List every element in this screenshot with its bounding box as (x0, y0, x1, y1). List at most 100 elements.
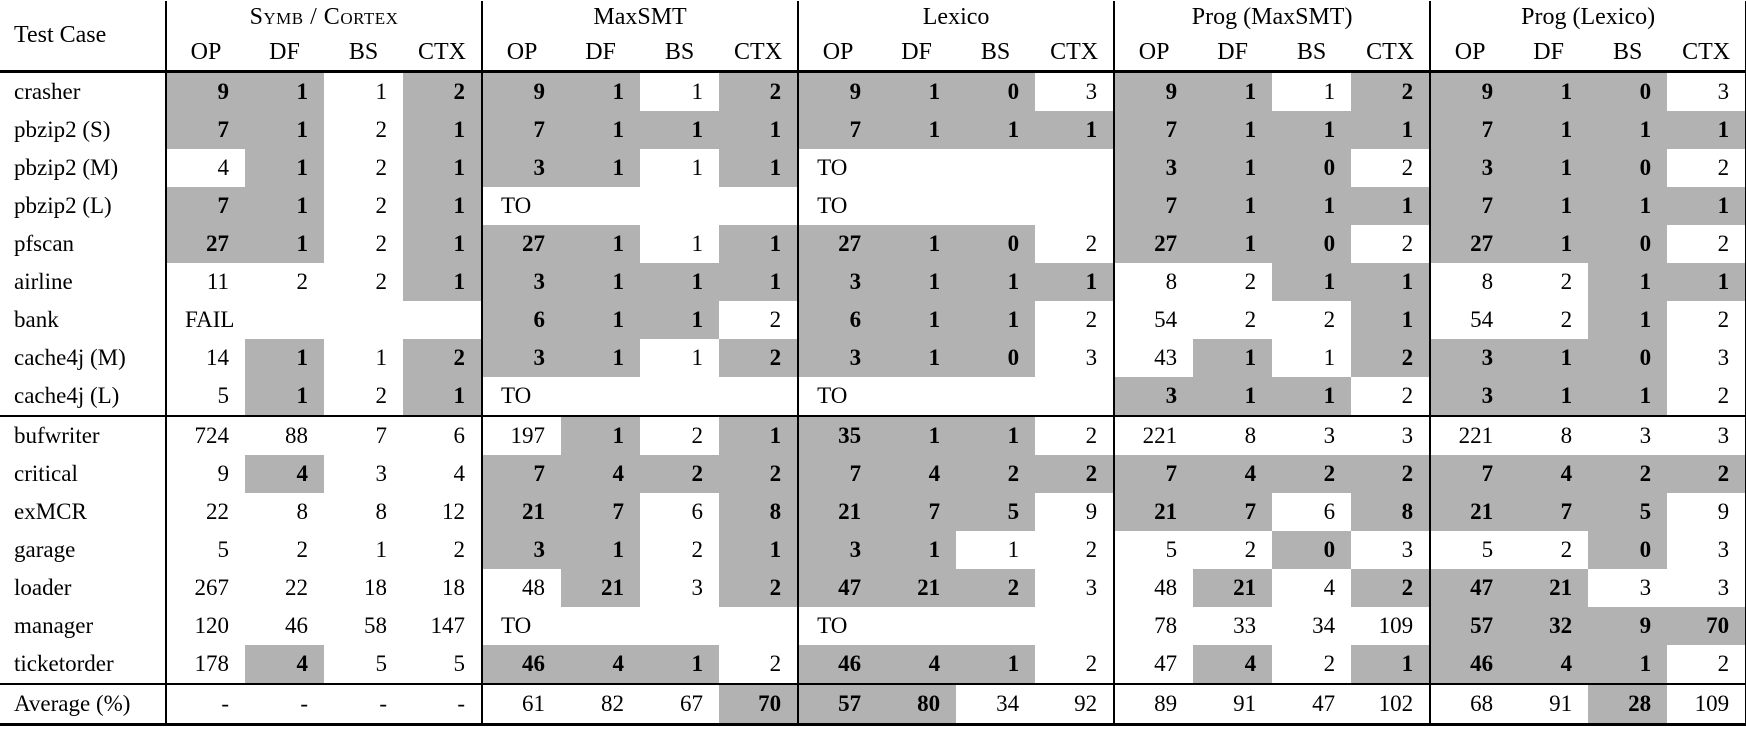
value-cell: 1 (1351, 645, 1431, 684)
table-row-loader: loader 267 22 18 18 48 21 3 2 47 21 2 3 48 21 4 2 47 21 3 3 (0, 569, 1746, 607)
value-cell: 3 (1351, 415, 1431, 455)
value-cell: 9 (1429, 71, 1510, 111)
value-cell: 0 (956, 225, 1036, 263)
value-cell: 1 (719, 263, 799, 301)
table-row-exmcr: exMCR 22 8 8 12 21 7 6 8 21 7 5 9 21 7 6 8 21 7 5 9 (0, 493, 1746, 531)
value-cell: 2 (1244, 307, 1257, 332)
value-cell: 1 (561, 263, 641, 301)
value-cell: 2 (640, 415, 720, 455)
value-cell: 3 (1401, 537, 1414, 562)
group-header-maxsmt: MaxSMT (481, 1, 799, 34)
value-cell: 6 (403, 415, 483, 455)
table-row-average: Average (%) - - - -61 82 67 70 57 80 34 92 89 91 47 102… (0, 683, 1746, 726)
value-cell: 1 (1509, 339, 1589, 377)
value-cell: 3 (1085, 345, 1098, 370)
value-cell: 2 (1401, 231, 1414, 256)
row-label: loader (14, 575, 72, 600)
value-cell: 7 (1509, 493, 1589, 531)
value-cell: 48 (1113, 569, 1194, 607)
value-cell: 5 (1588, 493, 1668, 531)
value-cell: 2 (1560, 269, 1573, 294)
status-cell-to: TO (797, 377, 1115, 416)
table-row-manager: manager 120 46 58 147 TO TO 78 33 34 109 57 32 9 70 (0, 607, 1746, 645)
value-cell: 1 (956, 111, 1036, 149)
col-header-maxsmt-ctx: CTX (719, 34, 799, 73)
value-cell: 18 (442, 575, 466, 600)
col-header-symb-cortex-bs: BS (324, 34, 403, 73)
col-header-maxsmt-df: DF (561, 34, 641, 73)
value-cell: 5 (165, 377, 245, 416)
value-cell: 35 (797, 415, 878, 455)
value-cell: 21 (481, 493, 562, 531)
value-cell: 27 (1113, 225, 1194, 263)
value-cell: - (403, 683, 483, 726)
value-cell: 221 (1429, 415, 1510, 455)
value-cell: 2 (1244, 537, 1257, 562)
value-cell: 0 (1272, 531, 1352, 569)
value-cell: 4 (877, 455, 957, 493)
value-cell: 3 (1113, 377, 1194, 416)
value-cell: 82 (561, 683, 641, 726)
value-cell: 9 (1113, 71, 1194, 111)
value-cell: 1 (561, 149, 641, 187)
value-cell: 4 (561, 455, 641, 493)
status-cell-to: TO (481, 377, 799, 416)
col-header-lexico-bs: BS (956, 34, 1036, 73)
table-body: crasher 9 1 1 2 9 1 1 2 9 1 0 3 9 1 1 2 9 1 0 3 pbzip2 (S) 7 1 2… (0, 71, 1746, 726)
value-cell: 2 (375, 231, 388, 256)
row-label: pfscan (14, 231, 75, 256)
value-cell: 2 (375, 269, 388, 294)
value-cell: 1 (1035, 111, 1115, 149)
row-label: airline (14, 269, 73, 294)
table-row-cache4j-l: cache4j (L) 5 1 2 1 TO TO 3 1 1 2 3 1 1 2 (0, 377, 1746, 416)
value-cell: 1 (561, 71, 641, 111)
value-cell: 1 (375, 345, 388, 370)
value-cell: 7 (1429, 455, 1510, 493)
value-cell: 1 (956, 645, 1036, 684)
col-header-prog-maxsmt-df: DF (1193, 34, 1273, 73)
value-cell: 1 (1509, 187, 1589, 225)
col-header-prog-maxsmt-bs: BS (1272, 34, 1352, 73)
value-cell: 7 (1429, 187, 1510, 225)
value-cell: 2 (956, 569, 1036, 607)
value-cell: 1 (561, 339, 641, 377)
value-cell: 22 (285, 575, 308, 600)
value-cell: 7 (1113, 111, 1194, 149)
value-cell: 2 (719, 71, 799, 111)
value-cell: 2 (1667, 301, 1746, 339)
value-cell: 1 (1588, 111, 1668, 149)
value-cell: 70 (719, 683, 799, 726)
value-cell: 1 (1193, 111, 1273, 149)
value-cell: 27 (165, 225, 245, 263)
value-cell: 1 (1351, 301, 1431, 339)
value-cell: 88 (245, 415, 324, 455)
value-cell: 7 (797, 111, 878, 149)
value-cell: 1 (1588, 263, 1668, 301)
value-cell: 1 (691, 79, 704, 104)
value-cell: 3 (1113, 149, 1194, 187)
value-cell: 8 (719, 493, 799, 531)
value-cell: 1 (403, 187, 483, 225)
value-cell: 70 (1667, 607, 1746, 645)
value-cell: 21 (561, 569, 641, 607)
value-cell: 5 (375, 651, 388, 676)
value-cell: 724 (165, 415, 245, 455)
value-cell: 1 (877, 225, 957, 263)
col-header-prog-lexico-ctx: CTX (1667, 34, 1746, 73)
value-cell: 5 (165, 531, 245, 569)
value-cell: 6 (691, 499, 704, 524)
value-cell: 1 (1509, 149, 1589, 187)
value-cell: 1 (640, 111, 720, 149)
value-cell: 21 (797, 493, 878, 531)
value-cell: 1 (1323, 345, 1336, 370)
value-cell: 21 (1509, 569, 1589, 607)
value-cell: 34 (956, 683, 1036, 726)
value-cell: 2 (769, 651, 782, 676)
row-label: cache4j (M) (14, 345, 126, 370)
value-cell: 3 (481, 149, 562, 187)
col-header-symb-cortex-ctx: CTX (403, 34, 483, 73)
value-cell: 1 (561, 225, 641, 263)
value-cell: 21 (1113, 493, 1194, 531)
